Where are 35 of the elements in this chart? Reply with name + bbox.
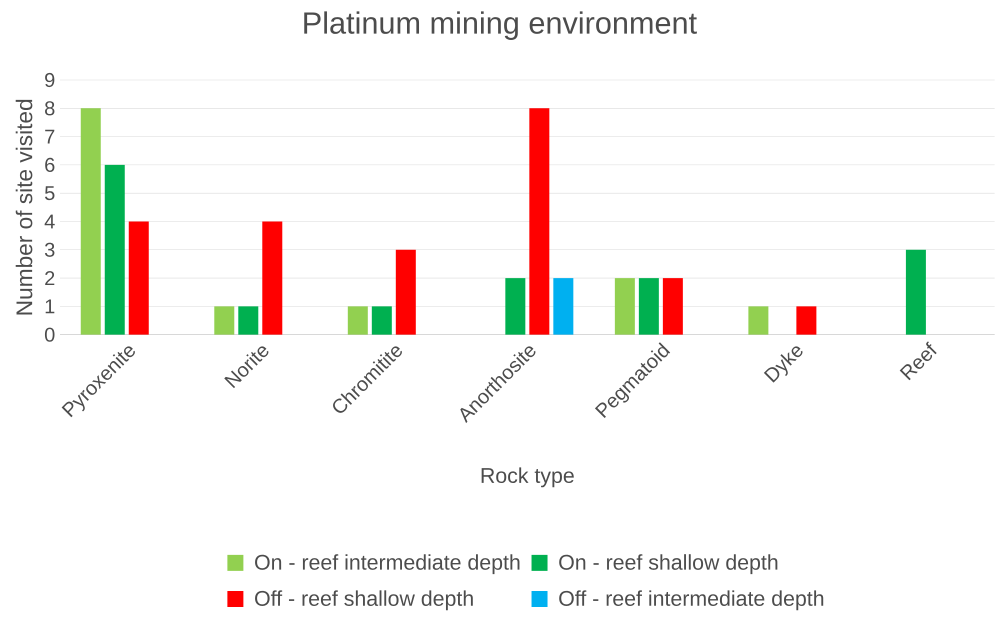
y-tick-label: 6 (45, 158, 54, 172)
bar (348, 306, 368, 335)
bar (529, 108, 550, 335)
bar (128, 221, 149, 335)
y-tick-label: 4 (44, 214, 55, 228)
y-tick-label: 5 (44, 186, 54, 200)
bar (104, 164, 125, 335)
bar (906, 250, 926, 335)
legend-label: Off - reef shallow depth (255, 590, 473, 610)
bar (638, 278, 659, 335)
bar (796, 306, 816, 335)
y-tick-label: 7 (45, 130, 54, 144)
bar (214, 306, 234, 335)
y-tick-label: 8 (45, 101, 54, 116)
bar (80, 108, 101, 335)
chart-title: Platinum mining environment (304, 11, 697, 40)
y-axis-title: Number of site visited (16, 100, 32, 314)
bar (614, 278, 635, 335)
bar (748, 306, 768, 335)
y-tick-label: 0 (44, 328, 54, 342)
legend-label: Off - reef intermediate depth (559, 590, 824, 610)
y-tick-label: 1 (46, 299, 54, 314)
y-tick-label: 2 (45, 271, 54, 286)
bar (505, 278, 526, 335)
x-axis-title: Rock type (482, 467, 574, 488)
legend-label: On - reef intermediate depth (255, 554, 520, 574)
bar (372, 306, 392, 335)
bar (396, 250, 416, 335)
bar (553, 278, 574, 335)
y-tick-label: 9 (45, 72, 54, 88)
bar (238, 306, 258, 335)
bar (662, 278, 683, 335)
bar (262, 221, 282, 335)
y-tick-label: 3 (44, 242, 54, 257)
legend-label: On - reef shallow depth (559, 554, 778, 574)
